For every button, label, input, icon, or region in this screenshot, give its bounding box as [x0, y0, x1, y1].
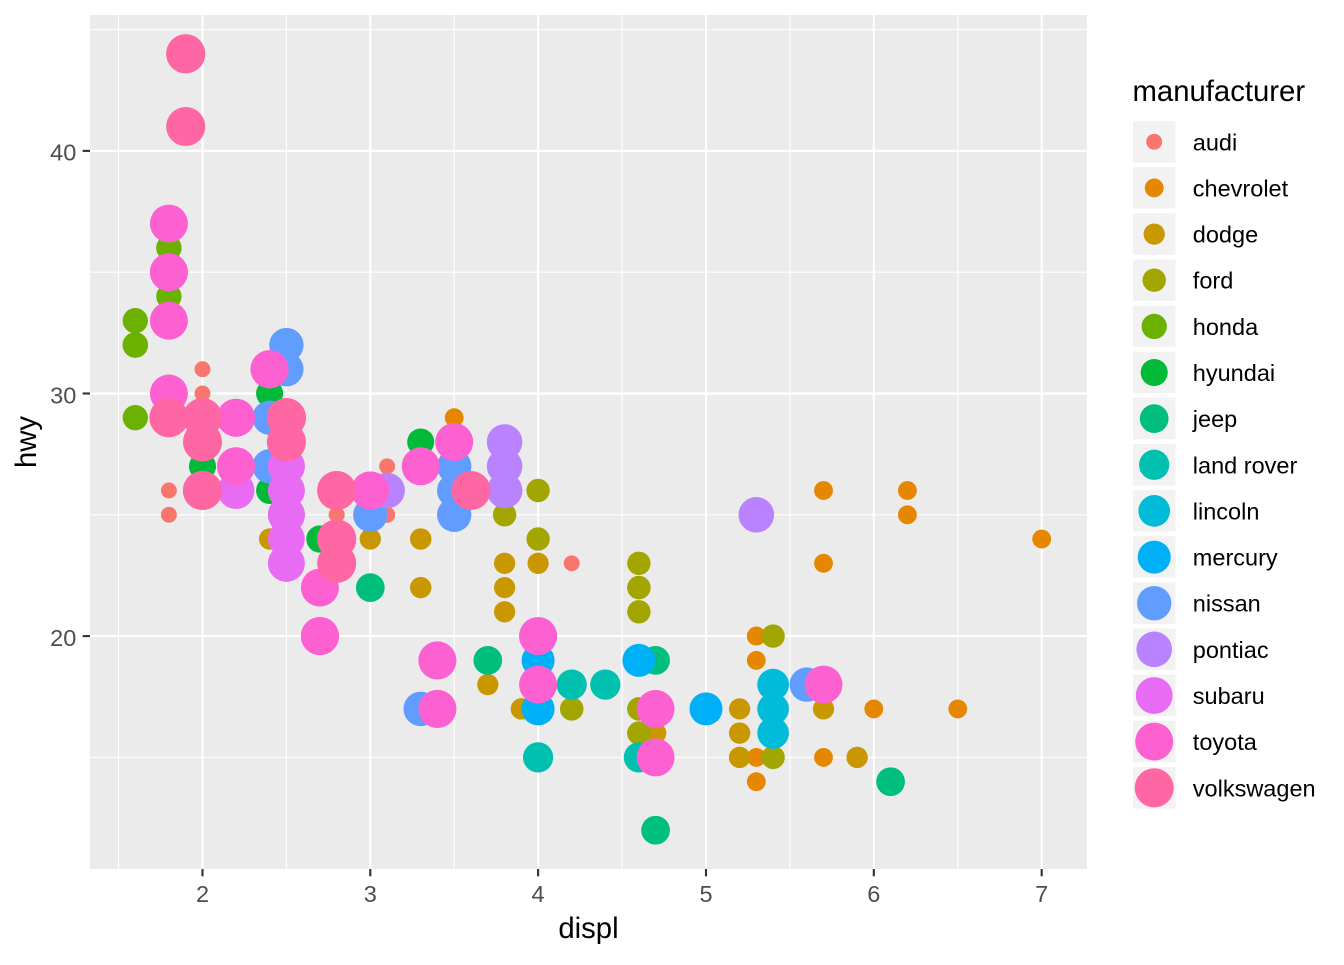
svg-text:ford: ford [1193, 268, 1234, 294]
svg-text:subaru: subaru [1193, 683, 1265, 709]
svg-text:7: 7 [1035, 881, 1048, 907]
svg-text:pontiac: pontiac [1193, 637, 1269, 663]
svg-text:toyota: toyota [1193, 729, 1258, 755]
svg-text:manufacturer: manufacturer [1133, 75, 1306, 108]
svg-text:2: 2 [196, 881, 209, 907]
svg-text:lincoln: lincoln [1193, 498, 1260, 524]
svg-text:audi: audi [1193, 129, 1237, 155]
svg-text:hwy: hwy [10, 416, 43, 468]
svg-text:displ: displ [558, 912, 618, 945]
svg-text:dodge: dodge [1193, 222, 1258, 248]
svg-text:hyundai: hyundai [1193, 360, 1275, 386]
svg-text:6: 6 [867, 881, 880, 907]
svg-text:volkswagen: volkswagen [1193, 775, 1316, 801]
svg-text:chevrolet: chevrolet [1193, 175, 1289, 201]
svg-text:nissan: nissan [1193, 591, 1261, 617]
svg-text:land rover: land rover [1193, 452, 1298, 478]
svg-text:20: 20 [50, 625, 76, 651]
svg-text:40: 40 [50, 140, 76, 166]
svg-text:30: 30 [50, 382, 76, 408]
svg-text:3: 3 [364, 881, 377, 907]
svg-text:4: 4 [532, 881, 545, 907]
svg-text:mercury: mercury [1193, 545, 1278, 571]
svg-text:honda: honda [1193, 314, 1259, 340]
svg-text:jeep: jeep [1192, 406, 1237, 432]
svg-text:5: 5 [699, 881, 712, 907]
